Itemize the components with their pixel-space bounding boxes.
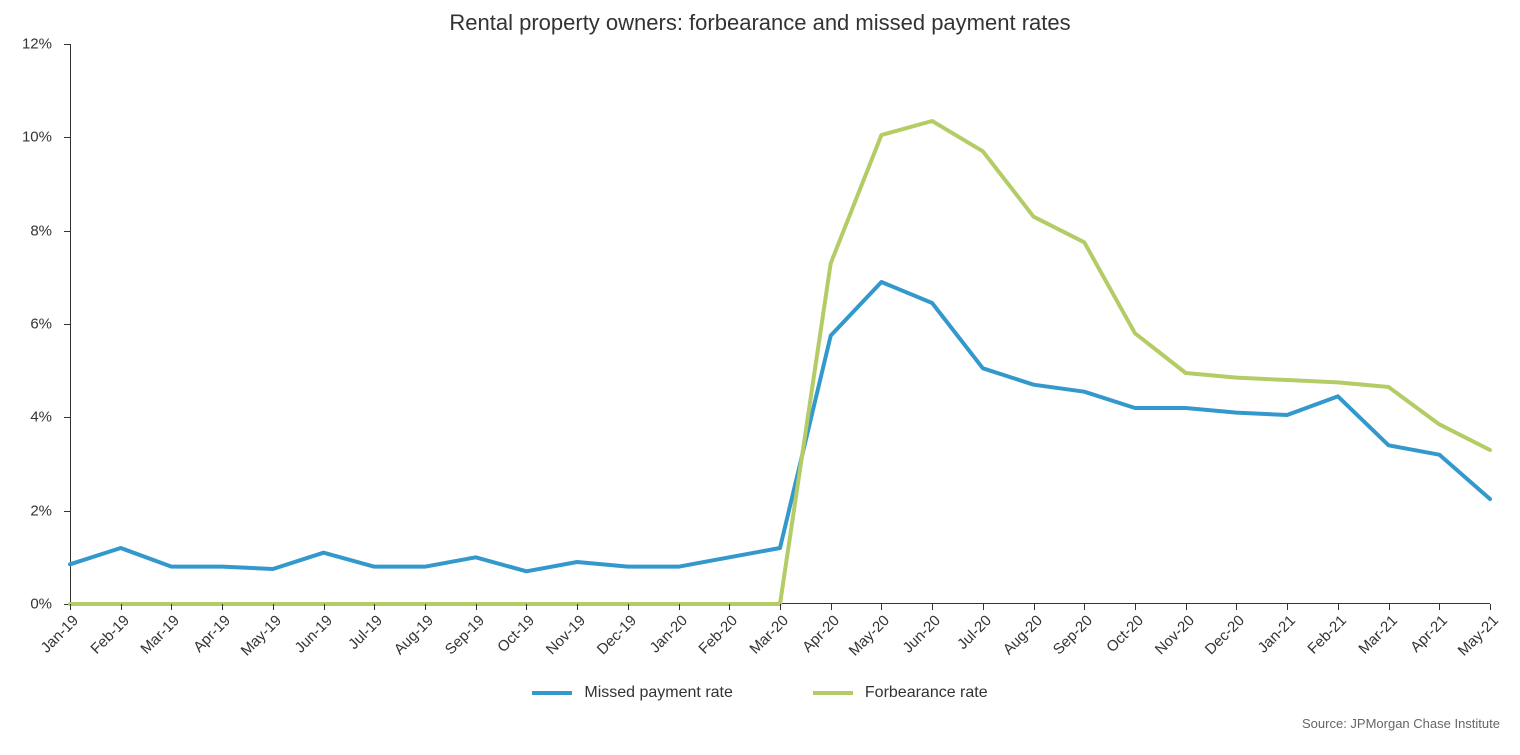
x-tick-label: Dec-19	[594, 612, 640, 658]
legend-item-missed: Missed payment rate	[532, 684, 733, 702]
x-tick-label: Apr-20	[799, 612, 843, 656]
x-tick-mark	[679, 604, 680, 610]
x-tick-mark	[273, 604, 274, 610]
series-line	[70, 121, 1490, 604]
line-plot-svg	[70, 44, 1490, 604]
y-tick-label: 8%	[30, 222, 52, 239]
x-tick-mark	[729, 604, 730, 610]
legend-label-forbearance: Forbearance rate	[865, 684, 988, 702]
y-tick-label: 10%	[22, 129, 52, 146]
x-tick-label: Nov-20	[1152, 612, 1198, 658]
x-tick-label: Feb-20	[696, 612, 742, 658]
y-tick-label: 12%	[22, 36, 52, 53]
x-tick-mark	[1389, 604, 1390, 610]
x-tick-label: Sep-20	[1050, 612, 1096, 658]
x-tick-mark	[374, 604, 375, 610]
legend-item-forbearance: Forbearance rate	[813, 684, 988, 702]
x-tick-mark	[476, 604, 477, 610]
x-tick-label: May-19	[237, 612, 284, 659]
legend-swatch-forbearance	[813, 691, 853, 695]
y-tick-label: 6%	[30, 316, 52, 333]
x-tick-mark	[831, 604, 832, 610]
x-tick-mark	[222, 604, 223, 610]
y-tick-label: 2%	[30, 502, 52, 519]
x-tick-label: Jul-19	[345, 612, 386, 653]
x-tick-mark	[1084, 604, 1085, 610]
legend-label-missed: Missed payment rate	[584, 684, 733, 702]
x-tick-label: Aug-20	[999, 612, 1045, 658]
x-tick-label: Feb-19	[87, 612, 133, 658]
x-tick-label: Jan-21	[1255, 612, 1299, 656]
x-tick-mark	[1135, 604, 1136, 610]
series-line	[70, 282, 1490, 571]
legend: Missed payment rate Forbearance rate	[10, 684, 1510, 702]
x-tick-label: Mar-20	[746, 612, 792, 658]
x-tick-mark	[121, 604, 122, 610]
x-tick-mark	[932, 604, 933, 610]
x-tick-label: Apr-21	[1407, 612, 1451, 656]
x-tick-label: Oct-19	[495, 612, 539, 656]
x-tick-mark	[1287, 604, 1288, 610]
x-tick-label: Sep-19	[441, 612, 487, 658]
chart-container: Rental property owners: forbearance and …	[10, 10, 1510, 745]
x-tick-mark	[628, 604, 629, 610]
x-tick-label: Feb-21	[1304, 612, 1350, 658]
source-attribution: Source: JPMorgan Chase Institute	[10, 716, 1500, 731]
x-tick-label: May-20	[846, 612, 893, 659]
x-tick-label: Jun-19	[291, 612, 335, 656]
x-tick-mark	[1034, 604, 1035, 610]
x-tick-label: May-21	[1455, 612, 1502, 659]
x-tick-mark	[780, 604, 781, 610]
chart-title: Rental property owners: forbearance and …	[10, 10, 1510, 36]
x-tick-mark	[983, 604, 984, 610]
y-tick-label: 4%	[30, 409, 52, 426]
x-axis: Jan-19Feb-19Mar-19Apr-19May-19Jun-19Jul-…	[70, 604, 1490, 674]
x-tick-mark	[1186, 604, 1187, 610]
x-tick-label: Mar-21	[1355, 612, 1401, 658]
x-tick-label: Dec-20	[1202, 612, 1248, 658]
x-tick-label: Jan-20	[646, 612, 690, 656]
x-tick-label: Apr-19	[190, 612, 234, 656]
x-tick-label: Jan-19	[38, 612, 82, 656]
x-tick-mark	[526, 604, 527, 610]
x-tick-label: Mar-19	[138, 612, 184, 658]
y-tick-label: 0%	[30, 596, 52, 613]
x-tick-mark	[70, 604, 71, 610]
y-axis: 0%2%4%6%8%10%12%	[10, 44, 60, 604]
plot-area: 0%2%4%6%8%10%12%	[70, 44, 1490, 604]
x-tick-mark	[324, 604, 325, 610]
x-tick-label: Jun-20	[900, 612, 944, 656]
x-tick-label: Aug-19	[391, 612, 437, 658]
x-tick-label: Jul-20	[954, 612, 995, 653]
x-tick-mark	[577, 604, 578, 610]
legend-swatch-missed	[532, 691, 572, 695]
x-tick-mark	[425, 604, 426, 610]
x-tick-mark	[1490, 604, 1491, 610]
x-tick-label: Nov-19	[543, 612, 589, 658]
x-tick-mark	[881, 604, 882, 610]
x-tick-label: Oct-20	[1103, 612, 1147, 656]
x-tick-mark	[1338, 604, 1339, 610]
x-tick-mark	[1236, 604, 1237, 610]
x-tick-mark	[171, 604, 172, 610]
x-tick-mark	[1439, 604, 1440, 610]
